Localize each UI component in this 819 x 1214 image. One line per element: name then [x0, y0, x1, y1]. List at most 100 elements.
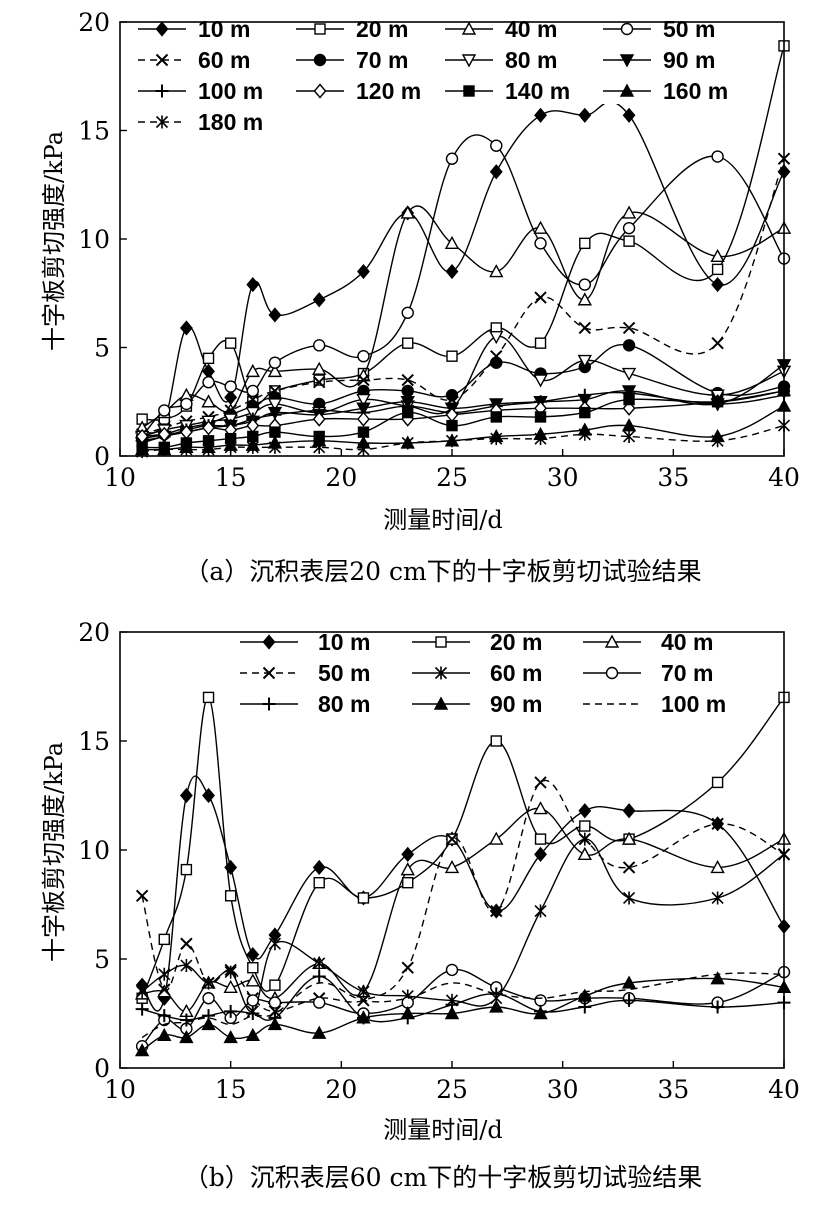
chart-a-point-70m [622, 339, 636, 352]
chart-b-legend-marker-60m [434, 666, 448, 680]
chart-b-point-80m [135, 1002, 149, 1016]
chart-b-point-20m [490, 735, 502, 747]
chart-b-series-20m [136, 691, 790, 1004]
chart-b-point-90m [245, 1027, 260, 1042]
chart-b-legend-item-40m: 40 m [579, 629, 739, 655]
chart-a-legend-label-90m: 90 m [663, 47, 715, 73]
chart-a-point-180m [313, 440, 326, 454]
chart-b-point-80m [622, 993, 636, 1007]
chart-a-point-180m [578, 427, 591, 441]
chart-b-point-20m [711, 776, 724, 789]
chart-a-point-80m [267, 398, 283, 412]
chart-a-legend-marker-140m [463, 85, 475, 97]
chart-a-point-10m [578, 107, 592, 123]
chart-a-point-80m [356, 393, 371, 408]
chart-a-series-60m [135, 152, 791, 441]
chart-b-point-80m [179, 1013, 193, 1027]
chart-a-legend-label-20m: 20 m [356, 16, 408, 42]
chart-a-point-40m [312, 361, 327, 375]
chart-a-point-180m [490, 432, 503, 446]
chart-a-line-60m [141, 158, 785, 435]
chart-b-point-20m [534, 833, 547, 845]
chart-b-point-90m [223, 1030, 238, 1044]
chart-b-point-40m [223, 979, 238, 994]
chart-b-point-50m [158, 983, 171, 996]
chart-a-point-80m [577, 354, 592, 368]
chart-a-xtick-label: 25 [436, 463, 468, 492]
chart-b-point-50m [622, 861, 636, 874]
chart-a-legend-label-10m: 10 m [198, 16, 250, 42]
chart-a-point-50m [224, 380, 237, 393]
chart-b-point-90m [577, 988, 592, 1002]
chart-b-point-50m [180, 937, 193, 950]
chart-b-point-50m [445, 832, 459, 846]
chart-a-point-60m [401, 373, 414, 387]
chart-b-point-50m [490, 904, 503, 918]
chart-b-point-90m [533, 1006, 548, 1020]
chart-a-line-10m [141, 101, 785, 434]
chart-a-point-50m [622, 221, 636, 235]
chart-a-line-80m [141, 335, 785, 438]
chart-b-point-60m [313, 956, 326, 970]
chart-a-point-60m [357, 373, 370, 387]
chart-b-point-60m [136, 985, 149, 999]
chart-a-legend-item-140m: 140 m [441, 78, 583, 104]
chart-b-point-70m [534, 994, 547, 1007]
chart-a-ytick-label: 10 [78, 225, 110, 254]
chart-a-point-80m [489, 330, 504, 345]
chart-a-point-20m [623, 235, 635, 247]
chart-a-point-10m [534, 107, 547, 123]
chart-b-line-40m [141, 807, 785, 1013]
chart-a-point-10m [622, 107, 636, 123]
chart-a-legend-item-70m: 70 m [292, 47, 434, 73]
chart-a-point-50m [246, 384, 260, 398]
chart-b-point-90m [489, 999, 504, 1013]
chart-a-point-140m [623, 393, 635, 406]
chart-b-ytick-label: 0 [94, 1054, 110, 1083]
chart-b-caption: （b）沉积表层60 cm下的十字板剪切试验结果 [184, 1163, 702, 1192]
chart-a-point-50m [401, 306, 414, 319]
chart-b-legend-marker-20m [435, 636, 447, 648]
chart-a-legend-label-100m: 100 m [198, 78, 263, 104]
chart-a-series-50m [135, 134, 791, 443]
chart-a-ylabel: 十字板剪切强度/kPa [40, 131, 68, 351]
chart-b-point-60m [202, 976, 215, 990]
chart-a-legend-marker-180m [155, 115, 169, 129]
chart-a-point-50m [268, 356, 282, 369]
chart-b-point-60m [224, 965, 237, 979]
chart-a-point-50m [490, 139, 503, 152]
chart-a-point-20m [711, 263, 724, 276]
chart-a-point-10m [268, 307, 282, 323]
chart-a-point-40m [245, 363, 260, 378]
chart-a-legend-marker-60m [155, 53, 169, 67]
chart-b-point-80m [224, 1004, 238, 1018]
chart-a-point-60m [711, 336, 724, 350]
chart-b-point-20m [579, 820, 591, 832]
chart-b-point-20m [224, 890, 237, 902]
chart-b-point-20m [269, 979, 281, 991]
chart-a-point-180m [268, 440, 281, 454]
chart-a-legend-item-50m: 50 m [599, 16, 741, 42]
chart-b-point-70m [202, 992, 215, 1005]
chart-a-xtick-label: 20 [325, 463, 357, 492]
chart-b-point-60m [268, 937, 281, 951]
chart-a-series-40m [134, 205, 792, 434]
chart-b-series-100m [141, 972, 785, 1039]
chart-b-xtick-label: 25 [436, 1075, 468, 1104]
chart-b-point-90m [312, 1025, 327, 1039]
chart-b-point-20m [158, 933, 170, 946]
chart-b-point-20m [247, 962, 259, 974]
chart-b-point-20m [202, 691, 215, 704]
chart-b-point-90m [201, 1016, 216, 1031]
chart-a-point-180m [711, 434, 724, 448]
chart-b-point-40m [533, 801, 548, 815]
chart-a-legend-item-100m: 100 m [134, 78, 276, 104]
chart-a-legend-bg [134, 109, 276, 135]
chart-a-legend-label-60m: 60 m [198, 47, 250, 73]
chart-a-legend-marker-10m [155, 21, 169, 37]
chart-a-legend-item-80m: 80 m [441, 47, 583, 73]
chart-a-point-60m [578, 321, 592, 335]
chart-a-legend-label-160m: 160 m [663, 78, 728, 104]
chart-b-line-100m [141, 972, 785, 1039]
chart-b-line-70m [141, 968, 785, 1047]
